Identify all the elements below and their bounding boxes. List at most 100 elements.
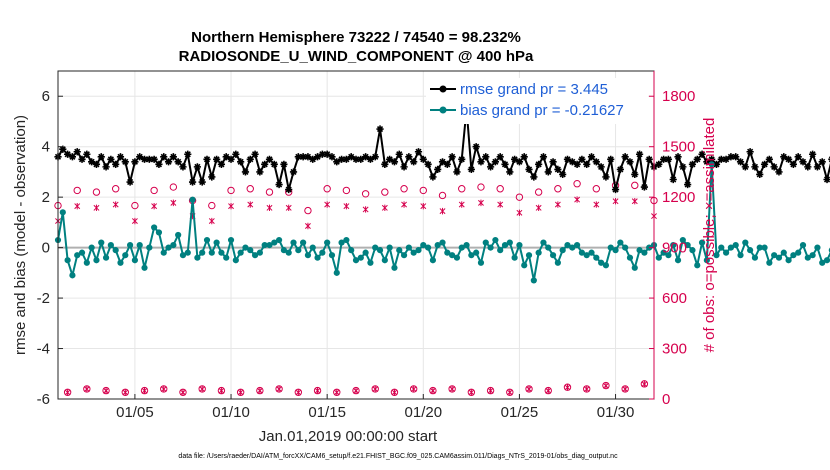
rmse-point bbox=[140, 155, 149, 163]
rmse-point bbox=[256, 168, 264, 176]
legend: rmse grand pr = 3.445 bias grand pr = -0… bbox=[426, 78, 648, 124]
bias-point bbox=[737, 252, 744, 259]
bias-point bbox=[747, 247, 754, 254]
obs-possible-marker bbox=[111, 185, 120, 193]
rmse-point bbox=[765, 155, 773, 163]
bias-point bbox=[165, 244, 172, 251]
rmse-point bbox=[703, 158, 711, 166]
legend-box bbox=[426, 78, 648, 124]
bias-point bbox=[698, 239, 706, 246]
rmse-point bbox=[674, 153, 682, 161]
rmse-point bbox=[688, 160, 697, 168]
rmse-point bbox=[299, 153, 307, 161]
bias-point bbox=[78, 249, 86, 256]
bias-point bbox=[314, 254, 321, 261]
rmse-point bbox=[150, 155, 158, 163]
legend-rmse-label: rmse grand pr = 3.445 bbox=[460, 81, 608, 98]
rmse-point bbox=[376, 125, 384, 133]
bias-point bbox=[415, 247, 422, 254]
rmse-point bbox=[544, 168, 552, 176]
rmse-point bbox=[602, 173, 610, 181]
rmse-point bbox=[611, 185, 620, 194]
obs-assimilated-marker bbox=[333, 389, 340, 396]
obs-assimilated-marker bbox=[266, 204, 273, 212]
rmse-point bbox=[818, 158, 826, 166]
bias-point bbox=[386, 244, 393, 251]
rmse-point bbox=[520, 153, 528, 161]
bias-point bbox=[516, 241, 523, 249]
obs-assimilated-marker bbox=[622, 385, 629, 393]
bias-point bbox=[74, 252, 81, 259]
rmse-point bbox=[285, 185, 293, 194]
rmse-point bbox=[626, 158, 634, 166]
rmse-point bbox=[198, 178, 206, 186]
rmse-point bbox=[59, 145, 67, 153]
bias-point bbox=[689, 247, 696, 254]
obs-assimilated-marker bbox=[593, 201, 600, 208]
bias-point bbox=[732, 241, 739, 249]
rmse-point bbox=[770, 163, 778, 171]
rmse-point bbox=[501, 160, 509, 168]
bias-point bbox=[670, 241, 677, 249]
rmse-point bbox=[693, 155, 701, 163]
x-tick-label: 01/10 bbox=[212, 404, 250, 421]
bias-point bbox=[64, 257, 71, 264]
bias-point bbox=[727, 244, 735, 251]
rmse-point bbox=[309, 155, 317, 163]
bias-point bbox=[626, 254, 634, 261]
bias-point bbox=[136, 241, 143, 249]
rmse-point bbox=[813, 163, 822, 171]
bias-point bbox=[126, 241, 134, 249]
rmse-point bbox=[621, 153, 629, 161]
bias-point bbox=[703, 257, 710, 264]
obs-assimilated-marker bbox=[64, 389, 71, 396]
bias-point bbox=[151, 224, 158, 231]
bias-point bbox=[93, 257, 100, 264]
rmse-point bbox=[616, 165, 624, 173]
rmse-point bbox=[68, 153, 77, 161]
bias-point bbox=[295, 247, 302, 254]
legend-bias-label: bias grand pr = -0.21627 bbox=[460, 102, 624, 119]
bias-point bbox=[59, 209, 66, 216]
bias-point bbox=[804, 254, 811, 261]
bias-point bbox=[559, 247, 566, 254]
rmse-point bbox=[794, 153, 802, 161]
rmse-point bbox=[328, 153, 336, 161]
obs-assimilated-marker bbox=[631, 198, 638, 205]
bias-point bbox=[713, 252, 720, 259]
rmse-point bbox=[789, 160, 797, 168]
rmse-point bbox=[342, 155, 350, 163]
bias-point bbox=[155, 229, 163, 236]
y-right-tick-label: 300 bbox=[662, 341, 687, 358]
rmse-point bbox=[597, 163, 605, 171]
bias-point bbox=[160, 249, 167, 256]
bias-point bbox=[362, 249, 369, 256]
rmse-point bbox=[429, 173, 437, 181]
bias-point bbox=[795, 249, 802, 256]
y-right-ticks: 0 300 600 900 1200 1500 1800 bbox=[649, 88, 695, 408]
bias-point bbox=[175, 231, 182, 239]
rmse-point bbox=[136, 153, 144, 161]
obs-assimilated-marker bbox=[478, 199, 484, 207]
rmse-point bbox=[246, 155, 254, 163]
rmse-point bbox=[573, 160, 581, 168]
bias-point bbox=[261, 241, 268, 249]
rmse-point bbox=[371, 153, 379, 161]
rmse-point bbox=[390, 158, 399, 166]
bias-point bbox=[381, 257, 388, 264]
obs-assimilated-marker bbox=[545, 387, 552, 394]
obs-assimilated-marker bbox=[247, 201, 254, 208]
obs-assimilated-marker bbox=[410, 385, 417, 393]
obs-assimilated-marker bbox=[160, 385, 167, 393]
rmse-point bbox=[554, 165, 562, 173]
rmse-point bbox=[270, 160, 278, 168]
rmse-point bbox=[578, 155, 586, 163]
rmse-point bbox=[362, 153, 370, 161]
rmse-point bbox=[472, 143, 480, 151]
rmse-point bbox=[453, 168, 461, 176]
data-file-footer: data file: /Users/raeder/DAI/ATM_forcXX/… bbox=[178, 453, 618, 460]
bias-point bbox=[218, 249, 225, 256]
bias-point bbox=[352, 257, 360, 264]
rmse-point bbox=[746, 148, 754, 156]
